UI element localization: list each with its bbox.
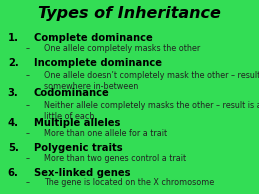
- Text: –: –: [26, 154, 30, 163]
- Text: Neither allele completely masks the other – result is a
little of each: Neither allele completely masks the othe…: [44, 101, 259, 121]
- Text: 2.: 2.: [8, 58, 19, 68]
- Text: –: –: [26, 71, 30, 80]
- Text: –: –: [26, 44, 30, 53]
- Text: 5.: 5.: [8, 143, 19, 153]
- Text: One allele completely masks the other: One allele completely masks the other: [44, 44, 200, 53]
- Text: 6.: 6.: [8, 167, 19, 178]
- Text: –: –: [26, 178, 30, 187]
- Text: Sex-linked genes: Sex-linked genes: [34, 167, 130, 178]
- Text: More than one allele for a trait: More than one allele for a trait: [44, 129, 167, 138]
- Text: Codominance: Codominance: [34, 88, 109, 98]
- Text: Multiple alleles: Multiple alleles: [34, 118, 120, 128]
- Text: 3.: 3.: [8, 88, 19, 98]
- Text: –: –: [26, 101, 30, 110]
- Text: 1.: 1.: [8, 33, 19, 43]
- Text: The gene is located on the X chromosome: The gene is located on the X chromosome: [44, 178, 214, 187]
- Text: Incomplete dominance: Incomplete dominance: [34, 58, 162, 68]
- Text: One allele doesn’t completely mask the other – result is
somewhere in-between: One allele doesn’t completely mask the o…: [44, 71, 259, 91]
- Text: –: –: [26, 129, 30, 138]
- Text: 4.: 4.: [8, 118, 19, 128]
- Text: Types of Inheritance: Types of Inheritance: [38, 6, 221, 21]
- Text: More than two genes control a trait: More than two genes control a trait: [44, 154, 186, 163]
- Text: Polygenic traits: Polygenic traits: [34, 143, 122, 153]
- Text: Complete dominance: Complete dominance: [34, 33, 152, 43]
